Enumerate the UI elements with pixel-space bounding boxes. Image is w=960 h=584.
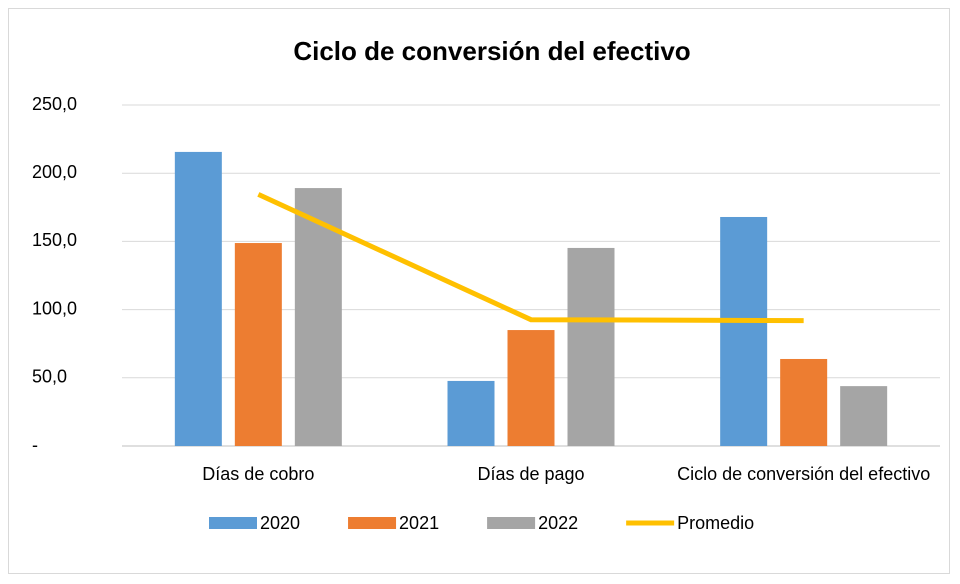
y-tick-label: - [32,435,38,455]
y-tick-label: 200,0 [32,162,77,182]
x-tick-label: Días de cobro [202,464,315,484]
legend-swatch [348,517,397,529]
chart-frame [8,8,950,574]
line [257,192,804,324]
y-tick-label: 250,0 [32,94,77,114]
bar [447,380,495,446]
bar [234,243,282,446]
legend-swatch [487,517,536,529]
legend-label: Promedio [677,513,754,533]
y-tick-label: 100,0 [32,298,77,318]
bar [567,247,615,446]
x-tick-label: Ciclo de conversión del efectivo [677,464,931,484]
legend-label: 2020 [260,513,300,533]
bar [840,386,888,446]
legend-label: 2022 [538,513,578,533]
bar [507,330,555,446]
y-tick-label: 150,0 [32,230,77,250]
legend-label: 2021 [399,513,439,533]
bar [720,216,768,446]
legend-swatch [209,517,257,529]
bar [780,358,828,446]
x-tick-label: Días de pago [477,464,585,484]
y-tick-label: 50,0 [32,367,67,387]
bar [174,151,222,446]
chart-title: Ciclo de conversión del efectivo [293,36,690,66]
